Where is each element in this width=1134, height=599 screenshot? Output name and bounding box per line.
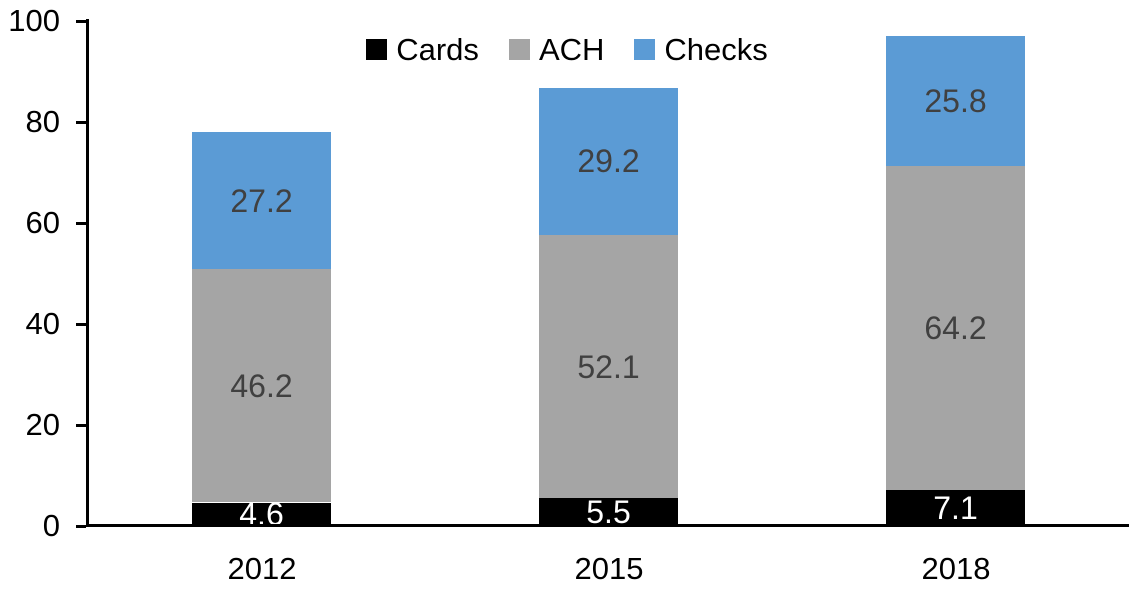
bar-segment-label: 25.8 — [924, 82, 987, 119]
bar-segment-label: 7.1 — [933, 490, 978, 527]
legend-swatch-icon — [634, 38, 656, 60]
y-tick-mark — [76, 525, 86, 528]
y-tick-label: 20 — [25, 407, 60, 442]
y-tick-mark — [76, 323, 86, 326]
y-tick-label: 80 — [25, 104, 60, 139]
y-tick-label: 100 — [8, 3, 60, 38]
bar-segment-cards-2015: 5.5 — [539, 494, 678, 531]
y-tick-label: 60 — [25, 205, 60, 240]
bar-segment-label: 46.2 — [230, 367, 293, 404]
y-tick-mark — [76, 121, 86, 124]
legend: Cards ACH Checks — [0, 30, 1134, 68]
category-label-2015: 2015 — [574, 551, 644, 586]
bar-segment-checks-2018: 25.8 — [886, 35, 1025, 166]
bar-segment-checks-2012: 27.2 — [192, 132, 331, 270]
y-tick-label: 40 — [25, 306, 60, 341]
y-axis-line — [86, 19, 89, 527]
legend-swatch-icon — [508, 38, 530, 60]
legend-swatch-icon — [366, 38, 388, 60]
legend-item-cards: Cards — [366, 34, 479, 65]
bar-segment-ach-2012: 46.2 — [192, 269, 331, 503]
bar-segment-ach-2018: 64.2 — [886, 165, 1025, 490]
x-axis-line — [86, 524, 1129, 527]
category-label-2012: 2012 — [227, 551, 297, 586]
category-label-2018: 2018 — [921, 551, 991, 586]
bar-segment-label: 27.2 — [230, 182, 293, 219]
y-tick-mark — [76, 222, 86, 225]
bar-segment-cards-2012: 4.6 — [192, 498, 331, 530]
bar-segment-label: 5.5 — [586, 494, 631, 531]
legend-item-ach: ACH — [508, 31, 605, 67]
bar-segment-cards-2018: 7.1 — [886, 490, 1025, 527]
bar-segment-label: 29.2 — [577, 143, 640, 180]
bar-segment-checks-2015: 29.2 — [539, 87, 678, 235]
bar-segment-ach-2015: 52.1 — [539, 235, 678, 499]
legend-label: Cards — [396, 31, 479, 67]
bar-segment-label: 64.2 — [924, 309, 987, 346]
legend-label: ACH — [538, 31, 605, 67]
bar-segment-label: 52.1 — [577, 348, 640, 385]
legend-label: Checks — [664, 31, 768, 67]
y-tick-mark — [76, 20, 86, 23]
y-tick-mark — [76, 424, 86, 427]
y-tick-label: 0 — [42, 508, 60, 543]
legend-item-checks: Checks — [634, 31, 768, 67]
